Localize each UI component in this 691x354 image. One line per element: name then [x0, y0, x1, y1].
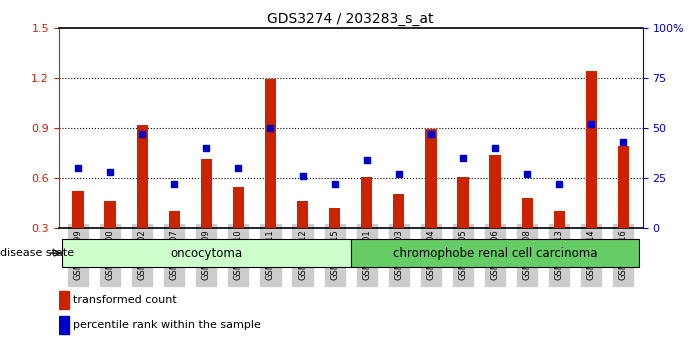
Bar [522, 198, 533, 228]
Bar [233, 188, 244, 228]
Bar [59, 316, 68, 334]
Bar [361, 177, 372, 228]
Bar [618, 146, 629, 228]
Bar [104, 201, 115, 228]
Bar [586, 71, 597, 228]
Text: chromophobe renal cell carcinoma: chromophobe renal cell carcinoma [392, 247, 597, 259]
Bar [200, 159, 212, 228]
Bar [489, 155, 501, 228]
Text: oncocytoma: oncocytoma [170, 247, 243, 259]
FancyBboxPatch shape [62, 239, 350, 268]
Text: disease state: disease state [0, 248, 74, 258]
Bar [553, 211, 565, 228]
FancyBboxPatch shape [350, 239, 639, 268]
Bar [73, 191, 84, 228]
Bar [137, 125, 148, 228]
Bar [297, 201, 308, 228]
Bar [169, 211, 180, 228]
Bar [425, 129, 437, 228]
Bar [457, 177, 468, 228]
Text: transformed count: transformed count [73, 295, 176, 305]
Title: GDS3274 / 203283_s_at: GDS3274 / 203283_s_at [267, 12, 434, 26]
Bar [59, 291, 68, 309]
Bar [265, 79, 276, 228]
Text: percentile rank within the sample: percentile rank within the sample [73, 320, 261, 330]
Bar [329, 208, 340, 228]
Bar [393, 194, 404, 228]
